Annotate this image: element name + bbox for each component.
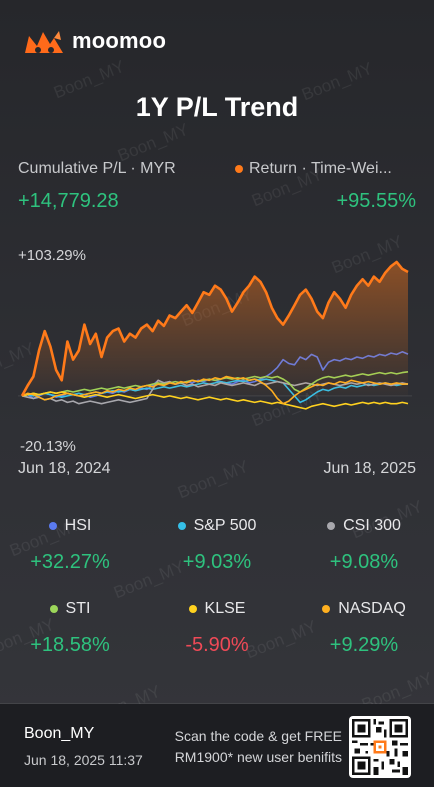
benchmark-dot: [322, 605, 331, 613]
benchmark-value: +9.29%: [329, 634, 399, 656]
benchmark-label: S&P 500: [150, 517, 284, 535]
benchmark-value: +9.03%: [182, 551, 252, 573]
brand-name: moomoo: [72, 28, 167, 53]
benchmark-dot: [188, 605, 197, 613]
share-footer: Boon_MY Jun 18, 2025 11:37 Scan the code…: [0, 704, 434, 787]
promo-text: Scan the code & get FREE RM1900* new use…: [150, 726, 342, 768]
y-axis-min-label: -20.13%: [20, 438, 76, 455]
watermark: Boon_MY: [174, 456, 252, 503]
x-axis-start-date: Jun 18, 2024: [18, 460, 111, 477]
qr-code-icon[interactable]: [349, 716, 411, 778]
x-axis-end-date: Jun 18, 2025: [323, 460, 416, 477]
cumulative-pl-value: +14,779.28: [18, 190, 119, 212]
y-axis-max-label: +103.29%: [18, 247, 86, 264]
moomoo-logo-icon: [25, 31, 63, 53]
return-legend-dot: [235, 165, 243, 173]
benchmark-dot: [327, 522, 336, 530]
brand-header: moomoo: [24, 26, 166, 56]
return-legend: Return · Time-Wei...: [235, 160, 392, 178]
benchmark-value: +18.58%: [30, 634, 110, 656]
benchmark-name: CSI 300: [343, 517, 401, 534]
benchmark-value: +9.08%: [329, 551, 399, 573]
benchmark-name: STI: [65, 600, 91, 617]
series-klse-line: [21, 391, 409, 410]
series-return-line: [20, 260, 409, 397]
return-label: Return · Time-Wei...: [249, 160, 392, 177]
benchmark-dot: [48, 522, 57, 530]
page-title: 1Y P/L Trend: [135, 92, 299, 122]
benchmark-s-p-500: S&P 500 +9.03%: [150, 517, 284, 574]
username: Boon_MY: [24, 725, 95, 742]
footer-divider: [0, 703, 434, 704]
timestamp: Jun 18, 2025 11:37: [24, 752, 143, 768]
benchmark-value: -5.90%: [185, 634, 249, 656]
benchmark-label: KLSE: [150, 600, 284, 618]
benchmark-klse: KLSE -5.90%: [150, 600, 284, 657]
promo-line-1: Scan the code & get FREE: [174, 728, 342, 744]
benchmark-label: STI: [3, 600, 137, 618]
benchmark-csi-300: CSI 300 +9.08%: [297, 517, 431, 574]
benchmark-name: HSI: [64, 517, 92, 534]
benchmark-label: HSI: [3, 517, 137, 535]
benchmark-label: CSI 300: [297, 517, 431, 535]
promo-line-2: RM1900* new user benifits: [174, 749, 342, 765]
benchmark-sti: STI +18.58%: [3, 600, 137, 657]
benchmark-dot: [49, 605, 58, 613]
return-value: +95.55%: [336, 190, 416, 212]
benchmark-dot: [177, 522, 186, 530]
benchmark-name: S&P 500: [193, 517, 257, 534]
benchmark-value: +32.27%: [30, 551, 110, 573]
series-return-area: [22, 262, 408, 396]
pl-trend-chart: [18, 260, 412, 410]
benchmark-hsi: HSI +32.27%: [3, 517, 137, 574]
cumulative-pl-label: Cumulative P/L · MYR: [18, 160, 176, 177]
benchmark-nasdaq: NASDAQ +9.29%: [297, 600, 431, 657]
benchmark-name: NASDAQ: [338, 600, 406, 617]
qr-code-graphic: [352, 719, 408, 775]
benchmark-label: NASDAQ: [297, 600, 431, 618]
benchmark-name: KLSE: [204, 600, 246, 617]
